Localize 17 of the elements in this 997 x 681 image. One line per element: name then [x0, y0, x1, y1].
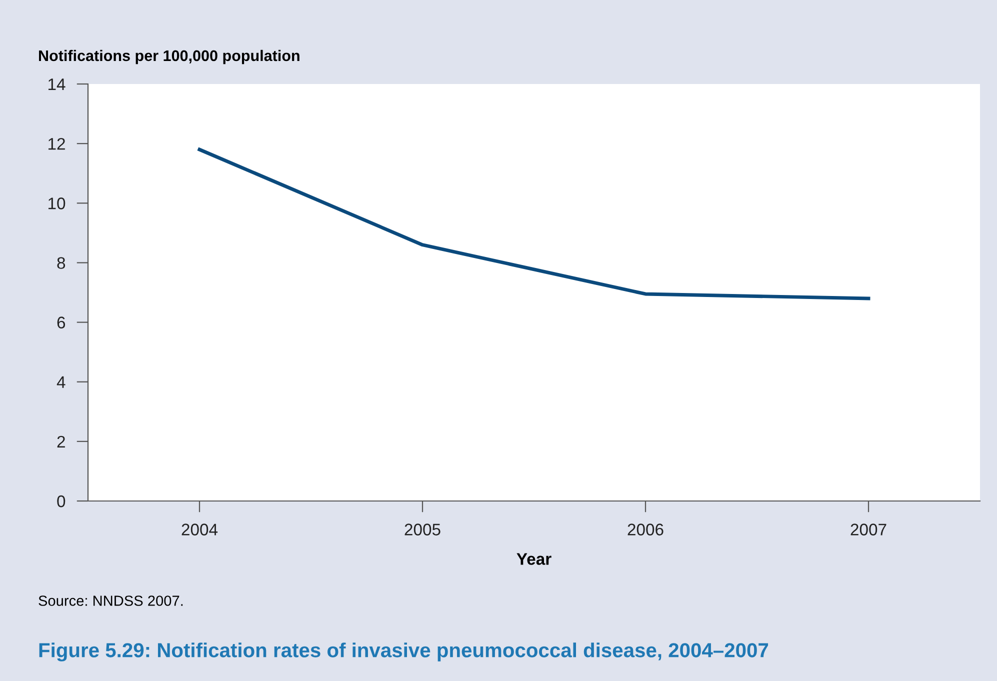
y-tick-label: 12 — [48, 138, 65, 150]
y-axis-title: Notifications per 100,000 population — [39, 50, 300, 64]
x-tick-label: 2004 — [182, 524, 218, 536]
y-tick-label: 8 — [57, 257, 66, 269]
x-axis-title: Year — [516, 553, 552, 565]
source-note: Source: NNDSS 2007. — [38, 596, 183, 606]
line-series — [198, 148, 870, 300]
x-tick-label: 2007 — [850, 524, 886, 536]
y-tick-label: 14 — [48, 78, 66, 90]
y-tick-label: 2 — [57, 436, 65, 448]
x-tick-label: 2006 — [628, 524, 664, 536]
text: Figure 5.29: Notification rates of invasive pneumococcal disease, 2004–2007 — [39, 642, 768, 662]
x-tick-label: 2005 — [404, 524, 440, 536]
y-tick-label: 6 — [57, 316, 66, 328]
y-tick-label: 4 — [56, 376, 66, 388]
y-tick-label: 0 — [57, 495, 66, 508]
y-tick-label: 10 — [48, 198, 66, 210]
